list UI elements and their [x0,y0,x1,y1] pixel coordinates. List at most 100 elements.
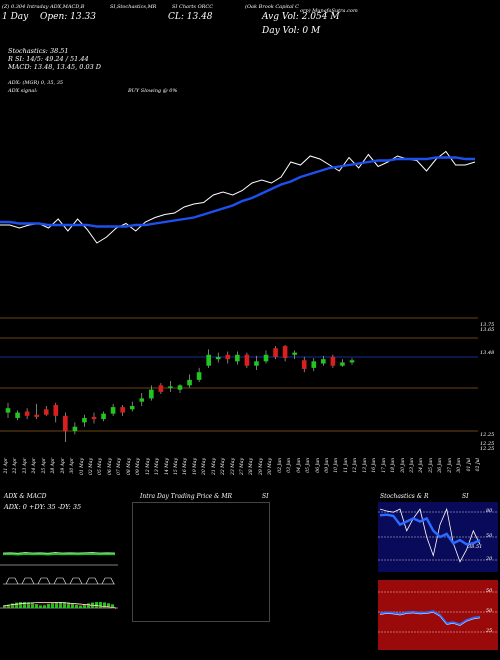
adx-hist-bump [5,577,19,585]
intraday-title-2: SI [262,493,269,500]
macd-bar [35,604,38,608]
main-chart [0,150,478,442]
macd-bar [111,604,114,608]
candle-body [43,409,49,415]
adx-hist-bump [37,577,51,585]
macd-signal-line [2,603,116,610]
candle-body [34,414,39,417]
price-label-mid: 13.48 [480,350,495,356]
macd-bar [95,602,98,608]
stoch-value-label: 38.51 [468,544,483,550]
adx-signal-label: ADX signal: [8,88,38,94]
candle-body [120,407,125,413]
candle-body [215,356,221,360]
stochastic-line [379,507,481,563]
macd-bar [71,603,74,608]
header-line1-far-right: orp) MunafaSutra.com [300,8,358,14]
adx-line [2,552,116,556]
macd-line [2,602,116,609]
header-line1-mid2: SI Charts ORCC [172,4,214,10]
macd-bar [103,602,106,608]
candle-body [273,348,278,357]
candle-body [206,354,211,366]
adx-hist-bump [85,577,99,585]
header-line1-right: (Oak Brook Capital C [245,4,299,10]
close-label: CL: 13.48 [168,12,213,22]
candle-body [168,386,173,388]
candle-body [187,379,192,386]
candle-body [349,360,355,363]
candle-body [139,398,145,402]
stoch-rsi-title: Stochastics & R [380,493,429,500]
candle-body [91,416,97,420]
candle-body [110,407,116,414]
macd-bar [75,604,78,608]
price-label-low2: 12.25 [480,441,495,447]
candle-body [311,361,317,368]
avg-vol: Avg Vol: 2.054 M [262,12,340,22]
macd-bar [47,603,50,608]
macd-bar [51,602,54,608]
buy-signal: BUY Slowing @ 0% [128,88,178,94]
macd-bar [31,603,34,608]
macd-bar [83,604,86,608]
candle-body [101,413,106,420]
candle-body [263,354,269,362]
macd-bar [67,602,70,608]
candle-body [53,404,59,416]
macd-bar [27,602,30,608]
macd-bar [55,602,58,608]
stoch-rsi-title-2: SI [462,493,469,500]
macd-bar [59,602,62,608]
candle-body [129,406,135,410]
adx-hist-bump [69,577,83,585]
macd-bar [99,602,102,608]
adx-hist-bump [53,577,67,585]
candle-body [63,415,68,432]
di-line [2,552,116,554]
candle-body [330,356,336,366]
stoch-readout: Stochastics: 38.51 [8,47,69,55]
stoch-axis-50: 50 [486,533,493,539]
candle-body [5,408,11,413]
candle-body [225,354,231,360]
day-vol: Day Vol: 0 M [262,26,321,36]
candle-body [72,426,78,432]
header-line1-left: (Z) 0.304 Intraday ADX,MACD,B [2,4,85,10]
candle-body [24,411,30,416]
candle-body [292,352,297,355]
adx-hist-bump [101,577,115,585]
candle-body [15,412,20,419]
intraday-title: Intra Day Trading Price & MR [140,493,233,500]
stochastic-signal-line [379,513,481,546]
candle-body [244,354,250,366]
candle-body [254,361,259,366]
rsi-axis-mid: 50 [486,608,493,614]
candle-body [149,389,154,399]
macd-readout: MACD: 13.48, 13.45, 0.03 D [8,63,102,71]
rsi-axis-upper: 50 [486,588,493,594]
candle-body [321,359,326,364]
adx-readout: ADX: (MGR) 0, 35, 35 [8,80,64,86]
candle-body [282,346,288,359]
candle-body [340,362,345,366]
price-label-top1: 13.75 [480,322,495,328]
macd-bar [63,602,66,608]
stoch-axis-80: 80 [486,508,493,514]
macd-bar [39,605,42,608]
candle-body [158,385,164,392]
macd-bar [107,603,110,608]
header-line1-mid: SI,Stochastics,MR [110,4,157,10]
candle-body [301,360,307,369]
rsi-axis-lower: 25 [486,628,493,634]
price-label-low1: 12.25 [480,432,495,438]
rsi-readout: R SI: 14/5: 49.24 / 51.44 [8,55,89,63]
moving-average-line [0,156,475,228]
candle-body [196,372,202,380]
candle-body [82,418,87,423]
candle-body [177,385,183,390]
rsi-line [379,610,481,626]
adx-macd-values: ADX: 0 +DY: 35 -DY: 35 [4,503,82,511]
price-label-top2: 13.65 [480,327,495,333]
